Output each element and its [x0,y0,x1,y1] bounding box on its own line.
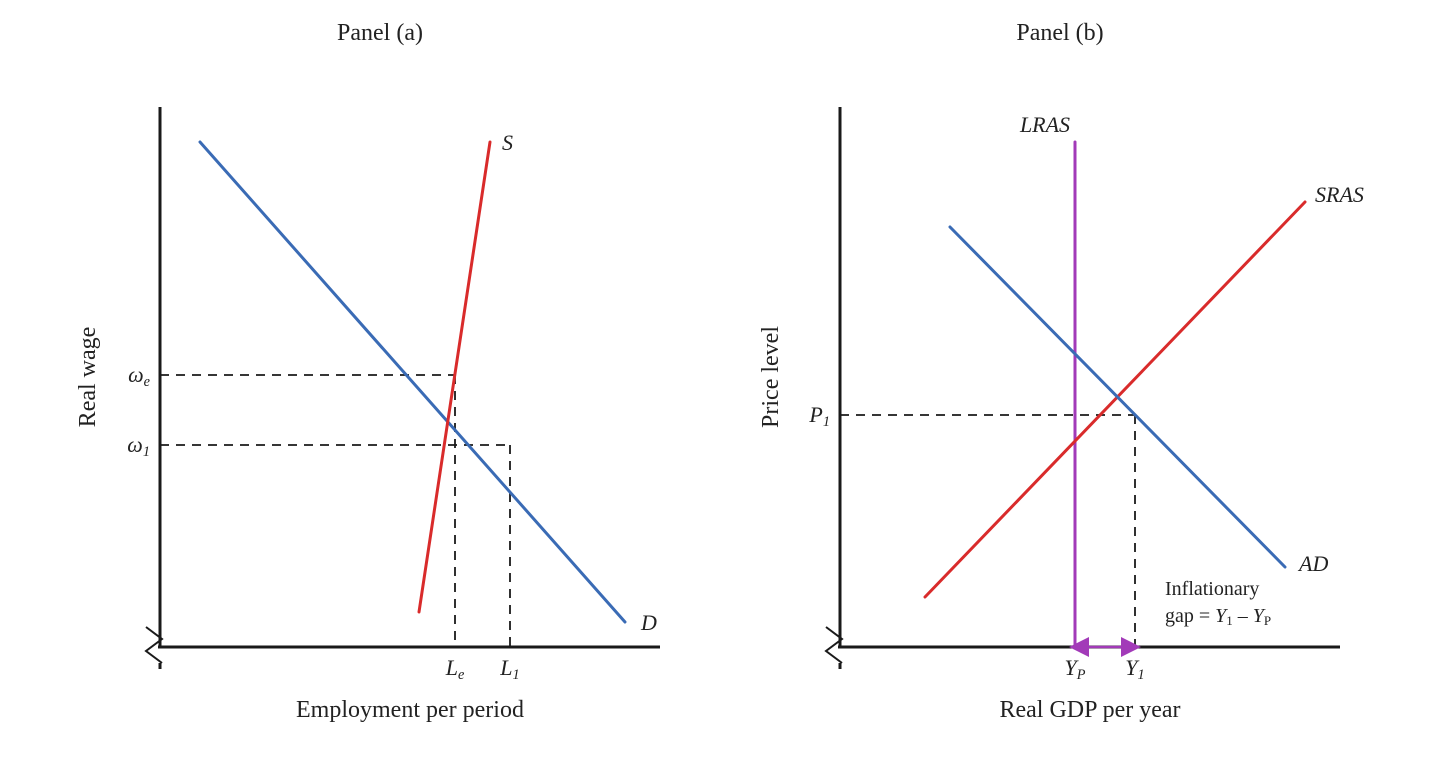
svg-text:Real wage: Real wage [75,327,101,428]
svg-text:D: D [640,610,657,635]
svg-text:YP: YP [1065,655,1086,683]
svg-text:P1: P1 [808,402,830,430]
svg-text:gap = Y1 – YP: gap = Y1 – YP [1165,605,1271,628]
panel-a: Panel (a) D Sωe ω1 Le L1 Employment per perio… [70,20,690,737]
svg-text:Employment per period: Employment per period [296,697,524,723]
panel-b-title: Panel (b) [1016,20,1103,47]
svg-text:LRAS: LRAS [1019,112,1070,137]
panel-b: Panel (b) LRAS SRAS AD P1 YP Y1 Inflationary ga… [750,20,1370,737]
svg-text:SRAS: SRAS [1315,182,1364,207]
panel-a-plot: D Sωe ω1 Le L1 Employment per period Real wage [70,57,690,737]
panel-b-plot: LRAS SRAS AD P1 YP Y1 Inflationary gap = Y1 – Y… [750,57,1370,737]
svg-text:Le: Le [445,655,465,683]
svg-text:ω1: ω1 [127,432,150,460]
svg-text:Y1: Y1 [1125,655,1144,683]
svg-text:Price level: Price level [758,326,784,428]
svg-text:ωe: ωe [128,362,151,390]
svg-text:Inflationary: Inflationary [1165,578,1259,600]
svg-text:AD: AD [1297,551,1328,576]
svg-text:Real GDP per year: Real GDP per year [999,697,1180,723]
svg-text:S: S [502,130,513,155]
svg-text:L1: L1 [499,655,519,683]
panel-a-title: Panel (a) [337,20,423,47]
